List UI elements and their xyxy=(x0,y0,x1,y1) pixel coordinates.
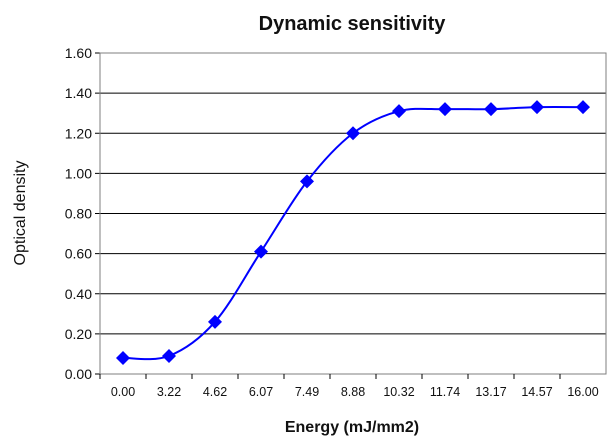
data-point-marker xyxy=(116,350,130,365)
y-tick-label: 1.40 xyxy=(65,85,92,101)
x-tick-label: 4.62 xyxy=(203,385,227,399)
series-markers xyxy=(116,100,590,365)
x-tick-label: 13.17 xyxy=(475,385,506,399)
y-tick-label: 1.00 xyxy=(65,165,92,181)
x-tick-label: 14.57 xyxy=(521,385,552,399)
x-tick-label: 10.32 xyxy=(383,385,414,399)
x-tick-labels: 0.00 3.22 4.62 6.07 7.49 8.88 10.32 11.74 13.17 1… xyxy=(99,374,599,399)
x-tick-label: 8.88 xyxy=(341,385,365,399)
x-tick-label: 16.00 xyxy=(567,385,598,399)
data-point-marker xyxy=(530,100,544,115)
y-tick-label: 1.20 xyxy=(65,125,92,141)
x-tick-label: 7.49 xyxy=(295,385,319,399)
y-tick-label: 0.40 xyxy=(65,286,92,302)
x-tick-label: 0.00 xyxy=(111,385,135,399)
x-tick-label: 6.07 xyxy=(249,385,273,399)
chart-title: Dynamic sensitivity xyxy=(259,13,447,35)
y-tick-label: 0.20 xyxy=(65,326,92,342)
data-point-marker xyxy=(576,100,590,115)
x-tick-label: 11.74 xyxy=(430,385,460,399)
y-axis-label: Optical density xyxy=(12,161,29,266)
y-tick-label: 0.80 xyxy=(65,206,92,222)
data-point-marker xyxy=(254,244,268,259)
data-point-marker xyxy=(392,104,406,119)
x-axis-label: Energy (mJ/mm2) xyxy=(285,419,419,436)
grid-lines xyxy=(95,52,606,375)
data-point-marker xyxy=(346,126,360,141)
data-point-marker xyxy=(208,314,222,329)
plot-area-frame xyxy=(99,52,607,375)
y-tick-label: 0.60 xyxy=(65,246,92,262)
data-point-marker xyxy=(438,102,452,117)
data-point-marker xyxy=(162,348,176,363)
y-tick-label: 1.60 xyxy=(65,45,92,61)
series-line xyxy=(122,106,584,361)
y-tick-labels: 0.00 0.20 0.40 0.60 0.80 1.00 1.20 1.40 1.60 xyxy=(65,45,92,382)
data-point-marker xyxy=(484,102,498,117)
y-tick-label: 0.00 xyxy=(65,366,92,382)
x-tick-label: 3.22 xyxy=(157,385,181,399)
data-point-marker xyxy=(300,174,314,189)
